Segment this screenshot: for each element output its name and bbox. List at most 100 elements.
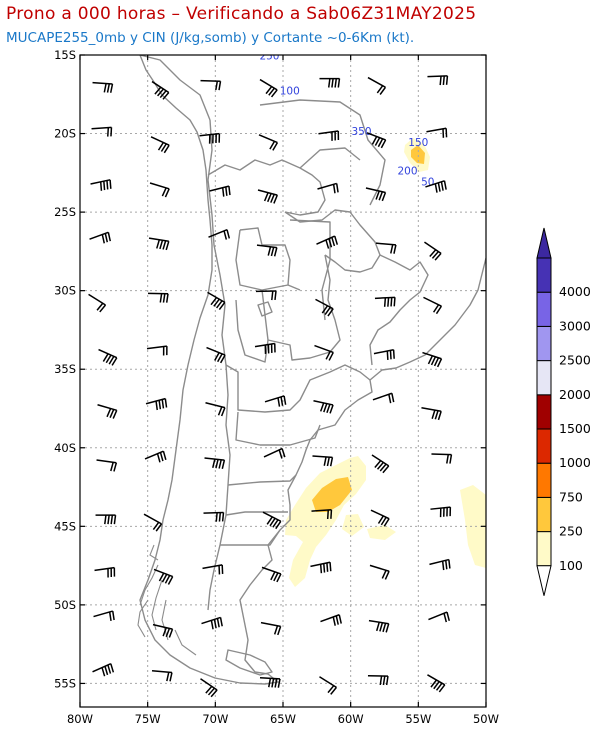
colorbar-label: 2000 bbox=[559, 387, 591, 402]
prov-3 bbox=[261, 254, 341, 361]
brazil-border-south bbox=[369, 254, 429, 366]
wind-barb bbox=[426, 127, 448, 138]
wind-barb bbox=[425, 180, 447, 193]
wind-barb bbox=[368, 619, 390, 633]
wind-barb bbox=[98, 348, 118, 366]
wind-barb bbox=[206, 346, 226, 364]
wind-barb bbox=[92, 81, 114, 93]
cin-contour-label: 200 bbox=[397, 165, 417, 177]
wind-barb bbox=[369, 564, 390, 580]
wind-barb bbox=[375, 242, 397, 254]
colorbar-under-arrow bbox=[536, 565, 552, 596]
wind-barb bbox=[310, 561, 332, 574]
wind-barb bbox=[260, 621, 282, 636]
wind-barb bbox=[96, 459, 118, 472]
prov-6 bbox=[225, 364, 371, 413]
lake-outline bbox=[257, 301, 273, 317]
cin-contour-label: 100 bbox=[280, 85, 300, 97]
colorbar-segment bbox=[536, 394, 552, 430]
prov-4 bbox=[289, 219, 331, 321]
wind-barb bbox=[319, 676, 338, 695]
wind-barb bbox=[149, 182, 170, 198]
wind-barb bbox=[423, 296, 443, 315]
colorbar-segment bbox=[536, 325, 552, 362]
wind-barb bbox=[207, 291, 226, 310]
lon-tick-label: 55W bbox=[405, 712, 431, 726]
wind-barb bbox=[316, 235, 339, 249]
colorbar-label: 1000 bbox=[559, 455, 591, 470]
lon-tick-label: 65W bbox=[270, 712, 296, 726]
lon-tick-label: 60W bbox=[338, 712, 364, 726]
wind-barb bbox=[311, 509, 333, 520]
wind-shear-barbs bbox=[88, 75, 453, 698]
wind-barb bbox=[371, 454, 390, 474]
wind-barb bbox=[317, 182, 339, 194]
cape-area-patagonia-core bbox=[312, 477, 352, 512]
south-america-coastline bbox=[139, 55, 486, 685]
wind-barb bbox=[208, 228, 231, 240]
wind-barb bbox=[263, 447, 286, 459]
wind-barb bbox=[259, 78, 278, 98]
wind-barb bbox=[430, 506, 452, 518]
wind-barb bbox=[259, 677, 281, 688]
wind-barb bbox=[319, 77, 341, 88]
wind-barb bbox=[370, 509, 390, 527]
wind-barb bbox=[262, 511, 282, 530]
lat-tick-label: 30S bbox=[54, 284, 76, 298]
colorbar-label: 1500 bbox=[559, 421, 591, 436]
wind-barb bbox=[151, 80, 170, 100]
colorbar-label: 750 bbox=[559, 489, 583, 504]
colorbar-label: 2500 bbox=[559, 353, 591, 368]
wind-barb bbox=[372, 392, 395, 404]
prov-9 bbox=[225, 511, 288, 516]
wind-barb bbox=[427, 674, 446, 693]
colorbar-label: 100 bbox=[559, 558, 583, 573]
peru-border bbox=[139, 55, 211, 121]
colorbar-segment bbox=[536, 531, 552, 567]
wind-barb bbox=[95, 514, 117, 525]
wind-barb bbox=[255, 290, 277, 301]
wind-barb bbox=[257, 189, 279, 204]
brazil-inner-1 bbox=[259, 99, 386, 206]
colorbar-segment bbox=[536, 360, 552, 396]
wind-barb bbox=[424, 241, 442, 261]
lon-tick-label: 80W bbox=[67, 712, 93, 726]
wind-barb bbox=[320, 614, 342, 626]
wind-barb bbox=[428, 611, 450, 623]
cape-area-ocean-2 bbox=[367, 525, 396, 540]
wind-barb bbox=[201, 616, 223, 630]
wind-barb bbox=[429, 558, 451, 571]
wind-barb bbox=[143, 513, 163, 532]
wind-barb bbox=[209, 185, 231, 197]
lat-tick-label: 25S bbox=[54, 205, 76, 219]
map-title: Prono a 000 horas – Verificando a Sab06Z… bbox=[6, 4, 477, 24]
political-boundaries bbox=[139, 55, 486, 685]
wind-barb bbox=[315, 298, 334, 317]
cin-contour-label: 350 bbox=[351, 126, 371, 138]
lon-tick-label: 70W bbox=[202, 712, 228, 726]
wind-barb bbox=[314, 344, 334, 361]
colorbar-segment bbox=[536, 496, 552, 533]
wind-barb bbox=[202, 564, 224, 575]
wind-barb bbox=[204, 457, 226, 470]
wind-barb bbox=[264, 395, 287, 407]
wind-barb bbox=[205, 402, 226, 417]
wind-barb bbox=[431, 453, 453, 464]
wind-barb bbox=[427, 75, 449, 86]
wind-barb bbox=[374, 296, 396, 307]
wind-barb bbox=[200, 79, 222, 91]
wind-barb bbox=[91, 126, 113, 137]
wind-barb bbox=[318, 130, 340, 141]
wind-barb bbox=[199, 132, 221, 144]
wind-barb bbox=[261, 566, 282, 583]
wind-barb bbox=[422, 351, 443, 368]
lat-tick-label: 45S bbox=[54, 519, 76, 533]
chilean-islands bbox=[137, 544, 197, 656]
lat-tick-label: 35S bbox=[54, 362, 76, 376]
wind-barb bbox=[146, 345, 168, 356]
wind-barb bbox=[367, 76, 387, 95]
lat-tick-label: 50S bbox=[54, 598, 76, 612]
